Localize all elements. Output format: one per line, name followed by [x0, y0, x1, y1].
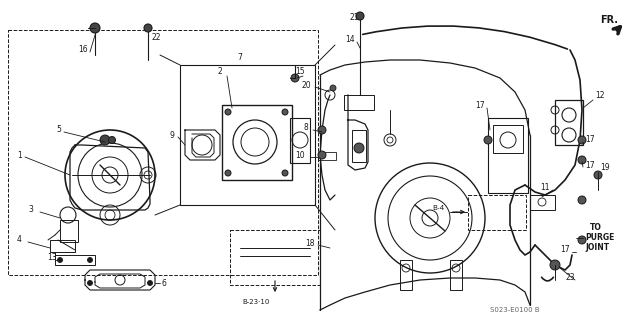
Circle shape — [578, 236, 586, 244]
Circle shape — [484, 136, 492, 144]
Circle shape — [318, 126, 326, 134]
Circle shape — [147, 280, 152, 286]
Bar — [8, 30, 318, 275]
Circle shape — [578, 136, 586, 144]
Circle shape — [550, 260, 560, 270]
Bar — [400, 260, 412, 290]
Text: B-23·10: B-23·10 — [242, 299, 269, 305]
Bar — [493, 125, 523, 153]
Bar — [230, 230, 320, 285]
Text: JOINT: JOINT — [585, 243, 609, 253]
Circle shape — [282, 109, 288, 115]
Circle shape — [225, 109, 231, 115]
Text: 11: 11 — [540, 183, 550, 192]
Circle shape — [90, 23, 100, 33]
Text: 16: 16 — [78, 46, 88, 55]
Bar — [450, 260, 462, 290]
Text: 13: 13 — [47, 254, 56, 263]
Text: 3: 3 — [28, 205, 33, 214]
Circle shape — [291, 74, 299, 82]
Bar — [344, 95, 374, 110]
Bar — [468, 195, 526, 230]
Circle shape — [100, 135, 110, 145]
Circle shape — [318, 151, 326, 159]
Bar — [180, 65, 315, 205]
Text: 17: 17 — [560, 246, 570, 255]
Text: TO: TO — [590, 224, 602, 233]
Circle shape — [578, 156, 586, 164]
Text: 17: 17 — [475, 100, 484, 109]
Bar — [530, 195, 555, 210]
Bar — [55, 255, 95, 265]
Text: 5: 5 — [56, 125, 61, 135]
Bar — [352, 130, 366, 162]
Text: 18: 18 — [305, 239, 314, 248]
Text: 10: 10 — [295, 151, 305, 160]
Circle shape — [282, 170, 288, 176]
Text: 8: 8 — [303, 123, 308, 132]
Bar — [318, 152, 336, 160]
Circle shape — [330, 85, 336, 91]
Bar — [555, 100, 583, 145]
Text: 6: 6 — [162, 278, 167, 287]
Text: 23: 23 — [565, 273, 575, 283]
Text: 20: 20 — [302, 80, 312, 90]
Circle shape — [354, 143, 364, 153]
Text: 12: 12 — [595, 91, 605, 100]
Text: 15: 15 — [295, 68, 305, 77]
Circle shape — [578, 196, 586, 204]
Text: 22: 22 — [152, 33, 161, 42]
Bar — [488, 118, 528, 193]
Text: 9: 9 — [170, 130, 175, 139]
Text: 14: 14 — [345, 35, 355, 44]
Circle shape — [109, 137, 115, 144]
Text: B-4: B-4 — [432, 205, 444, 211]
Circle shape — [88, 280, 93, 286]
Text: 17: 17 — [585, 136, 595, 145]
Text: 21: 21 — [350, 13, 360, 23]
Circle shape — [225, 170, 231, 176]
Bar — [290, 118, 310, 163]
Bar — [60, 220, 78, 242]
Text: 19: 19 — [600, 164, 610, 173]
Text: S023-E0100 B: S023-E0100 B — [490, 307, 540, 313]
Circle shape — [58, 257, 63, 263]
Text: 2: 2 — [218, 68, 223, 77]
Circle shape — [356, 12, 364, 20]
Text: PURGE: PURGE — [585, 234, 614, 242]
Bar — [222, 105, 292, 180]
Text: 4: 4 — [17, 235, 22, 244]
Bar — [50, 240, 75, 252]
Text: 1: 1 — [17, 151, 22, 160]
Circle shape — [594, 171, 602, 179]
Circle shape — [144, 24, 152, 32]
Text: 17: 17 — [585, 160, 595, 169]
Text: FR.: FR. — [600, 15, 618, 25]
Circle shape — [88, 257, 93, 263]
Text: 7: 7 — [237, 54, 242, 63]
